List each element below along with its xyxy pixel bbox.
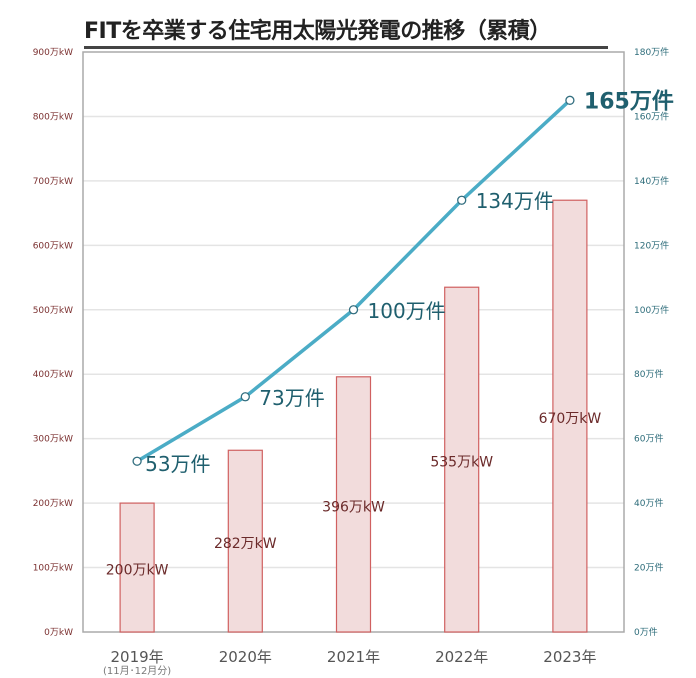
right-tick-label: 100万件 bbox=[634, 304, 669, 316]
left-tick-label: 800万kW bbox=[33, 112, 73, 122]
right-tick-label: 120万件 bbox=[634, 239, 669, 251]
left-tick-label: 500万kW bbox=[33, 306, 73, 316]
x-tick-label: 2019年 bbox=[111, 648, 164, 666]
right-tick-label: 80万件 bbox=[634, 368, 663, 380]
line-point bbox=[457, 195, 467, 205]
x-tick-label: 2020年 bbox=[219, 648, 272, 666]
line-point bbox=[565, 95, 575, 105]
bar bbox=[335, 376, 372, 633]
bar-label: 535万kW bbox=[430, 455, 493, 471]
x-tick-note: (11月･12月分) bbox=[103, 665, 171, 677]
line-point bbox=[132, 456, 142, 466]
right-tick-label: 0万件 bbox=[634, 626, 658, 638]
right-tick-label: 20万件 bbox=[634, 562, 663, 574]
left-tick-label: 100万kW bbox=[33, 564, 73, 574]
left-tick-label: 200万kW bbox=[33, 499, 73, 509]
bar-label: 396万kW bbox=[322, 499, 385, 515]
bar-label: 200万kW bbox=[106, 563, 169, 579]
x-tick-label: 2022年 bbox=[435, 648, 488, 666]
left-tick-label: 300万kW bbox=[33, 435, 73, 445]
bar bbox=[119, 502, 155, 633]
x-tick-label: 2021年 bbox=[327, 648, 380, 666]
right-tick-label: 160万件 bbox=[634, 110, 669, 122]
line-label: 73万件 bbox=[259, 386, 324, 410]
line-label: 165万件 bbox=[584, 89, 674, 114]
bar-label: 670万kW bbox=[539, 411, 602, 427]
left-tick-label: 400万kW bbox=[33, 370, 73, 380]
bar bbox=[227, 449, 263, 633]
left-tick-label: 0万kW bbox=[44, 628, 73, 638]
right-tick-label: 180万件 bbox=[634, 46, 669, 58]
bar bbox=[552, 199, 588, 633]
line-label: 53万件 bbox=[145, 452, 210, 476]
line-label: 134万件 bbox=[476, 189, 554, 213]
right-tick-label: 60万件 bbox=[634, 433, 663, 445]
right-tick-label: 140万件 bbox=[634, 175, 669, 187]
left-tick-label: 900万kW bbox=[33, 48, 73, 58]
bar-label: 282万kW bbox=[214, 536, 277, 552]
x-tick-label: 2023年 bbox=[543, 648, 596, 666]
chart-title: FITを卒業する住宅用太陽光発電の推移（累積） bbox=[84, 18, 608, 49]
line-point bbox=[348, 305, 359, 315]
line-label: 100万件 bbox=[368, 299, 446, 323]
right-tick-label: 40万件 bbox=[634, 497, 663, 509]
line-point bbox=[240, 392, 250, 402]
left-tick-label: 600万kW bbox=[33, 241, 73, 251]
left-tick-label: 700万kW bbox=[33, 177, 73, 187]
bar bbox=[444, 286, 480, 633]
